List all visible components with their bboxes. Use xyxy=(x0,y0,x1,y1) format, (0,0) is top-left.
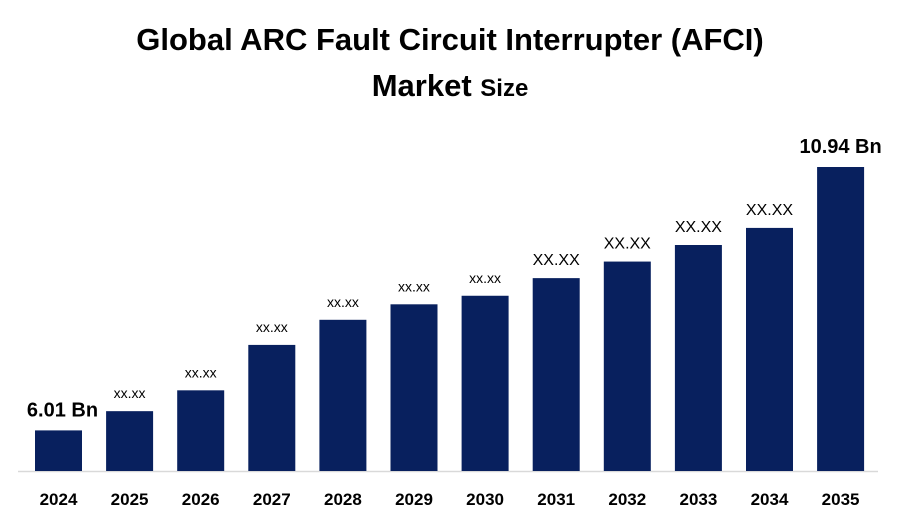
value-label-2030: xx.xx xyxy=(469,270,501,286)
value-label-2027: xx.xx xyxy=(256,319,288,335)
bar-2029 xyxy=(390,304,438,471)
bar-2024 xyxy=(35,430,82,471)
value-label-2034: XX.XX xyxy=(746,202,793,219)
x-tick-label-2028: 2028 xyxy=(324,490,362,509)
x-tick-label-2031: 2031 xyxy=(537,490,575,509)
value-label-2032: XX.XX xyxy=(604,236,651,253)
bar-2026 xyxy=(177,390,225,471)
bar-2028 xyxy=(319,319,367,471)
x-tick-label-2035: 2035 xyxy=(822,490,860,509)
value-label-2033: XX.XX xyxy=(675,219,722,236)
x-tick-label-2024: 2024 xyxy=(40,490,78,509)
x-tick-label-2027: 2027 xyxy=(253,490,291,509)
bar-2034 xyxy=(746,227,793,471)
x-tick-label-2026: 2026 xyxy=(182,490,220,509)
bar-2030 xyxy=(461,295,509,471)
bar-2027 xyxy=(248,344,296,471)
bar-2031 xyxy=(532,278,580,471)
value-label-2029: xx.xx xyxy=(398,278,430,294)
x-tick-label-2030: 2030 xyxy=(466,490,504,509)
value-label-2025: xx.xx xyxy=(114,385,146,401)
chart-title-line-2: Market Size xyxy=(0,66,900,109)
value-label-2026: xx.xx xyxy=(185,364,217,380)
bar-2032 xyxy=(603,261,651,471)
x-tick-label-2029: 2029 xyxy=(395,490,433,509)
value-label-2028: xx.xx xyxy=(327,294,359,310)
value-label-2035: 10.94 Bn xyxy=(799,136,881,158)
value-label-2031: XX.XX xyxy=(533,252,580,269)
x-tick-label-2032: 2032 xyxy=(608,490,646,509)
chart-title: Global ARC Fault Circuit Interrupter (AF… xyxy=(136,22,764,57)
chart-title-market: Market xyxy=(371,68,472,103)
bar-2035 xyxy=(817,167,865,471)
x-tick-label-2034: 2034 xyxy=(751,490,789,509)
chart-title-size: Size xyxy=(480,75,529,102)
bar-2033 xyxy=(674,245,722,471)
x-tick-label-2025: 2025 xyxy=(111,490,149,509)
bar-2025 xyxy=(106,411,154,471)
x-tick-label-2033: 2033 xyxy=(679,490,717,509)
value-label-2024: 6.01 Bn xyxy=(27,399,98,421)
